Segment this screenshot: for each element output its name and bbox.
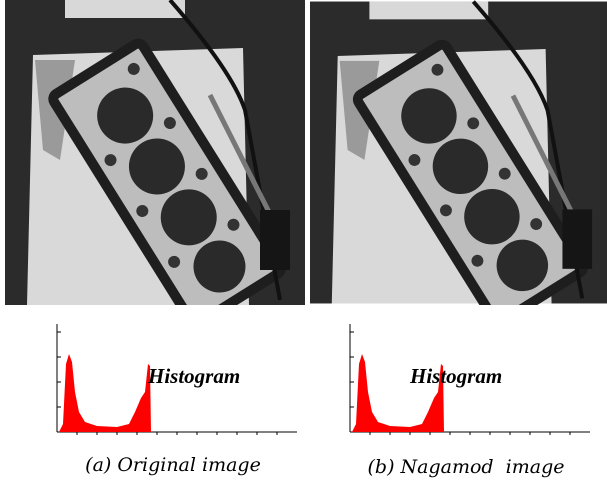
figure: Histogram Histogram (a) Original image (… [0,0,607,481]
original-photo [5,0,305,326]
nagamod-photo [310,2,607,325]
histogram-label: Histogram [147,364,240,388]
histogram-label: Histogram [409,364,502,388]
caption: (a) Original image [85,454,261,476]
caption: (b) Nagamod image [368,456,565,478]
